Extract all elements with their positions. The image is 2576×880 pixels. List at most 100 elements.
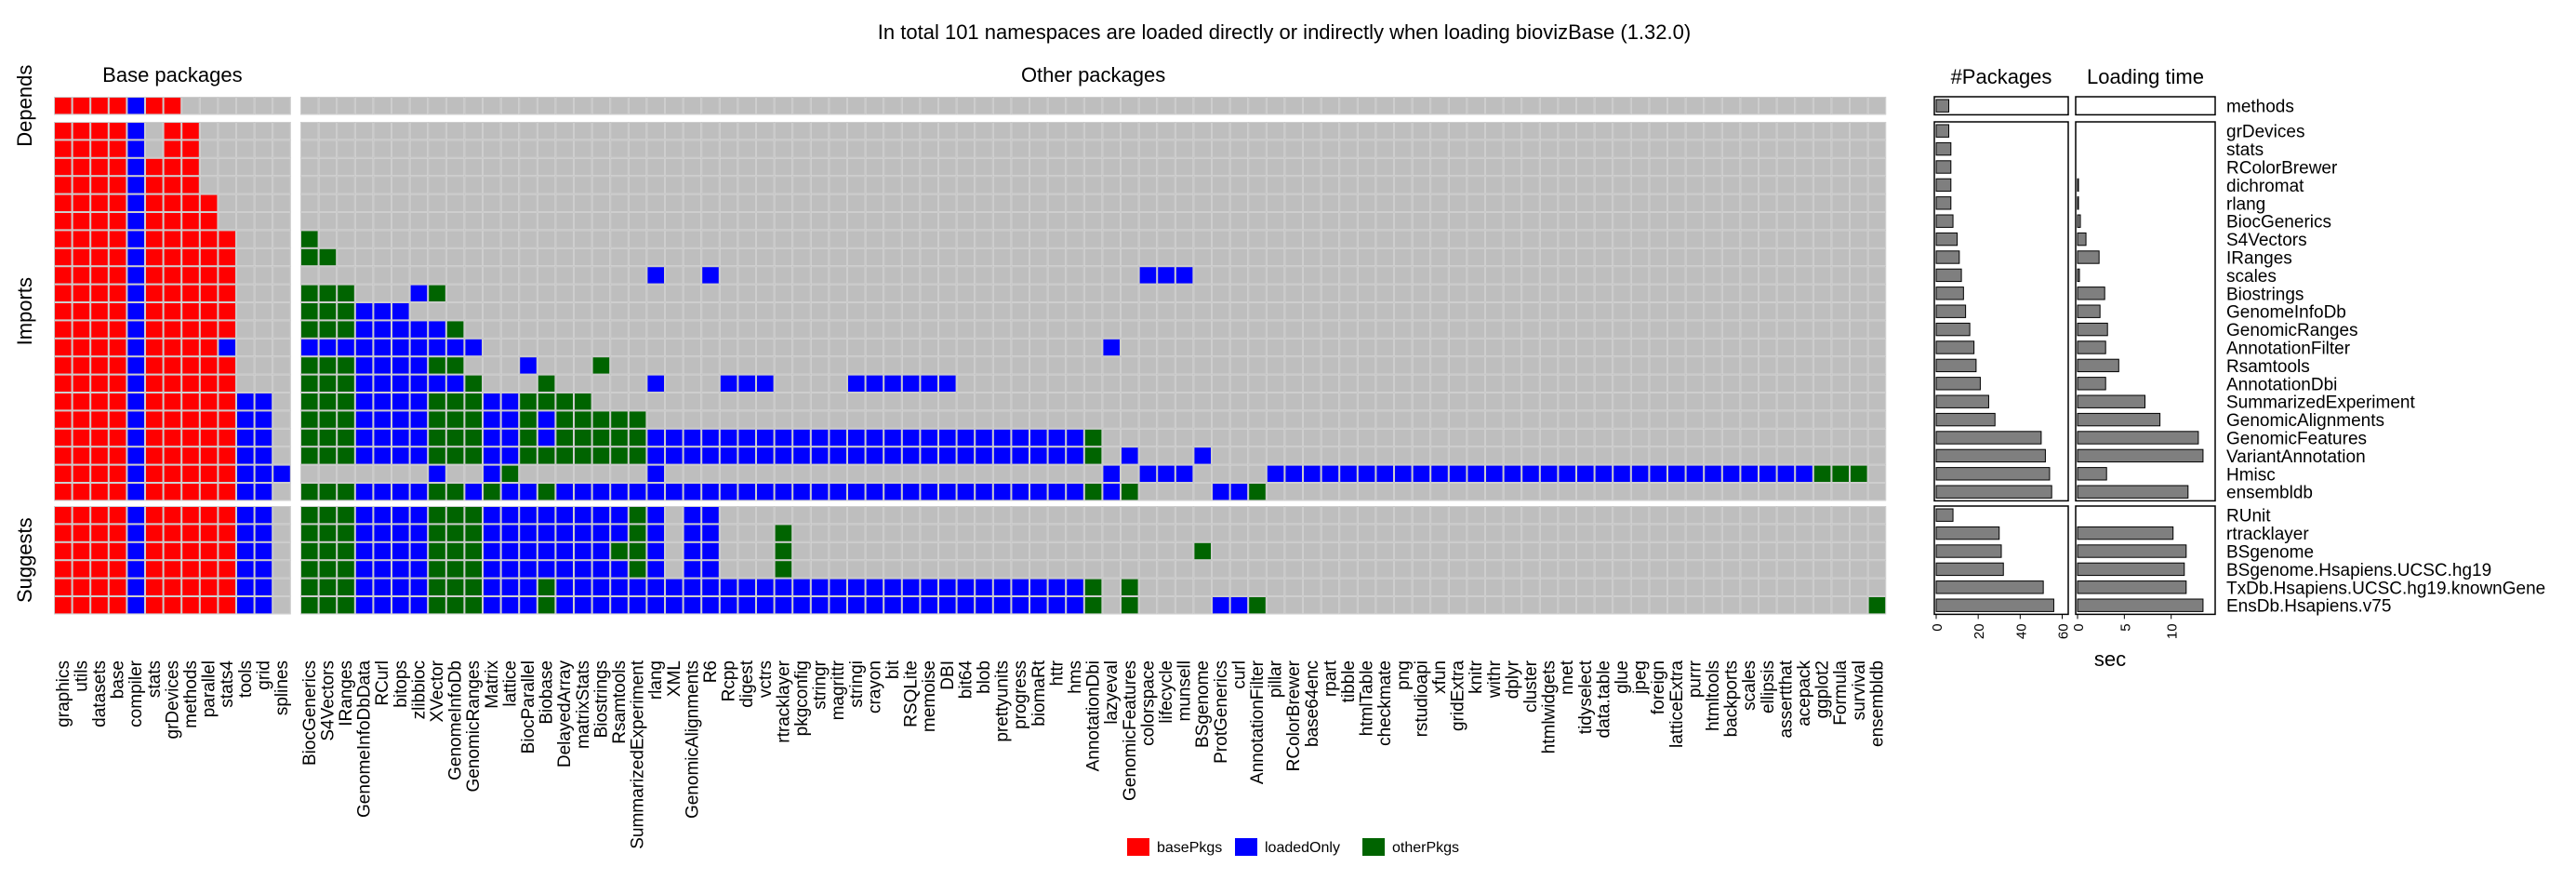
heatmap-cell: [145, 506, 164, 525]
heatmap-cell: [1576, 447, 1595, 465]
heatmap-cell: [956, 578, 975, 596]
heatmap-cell: [300, 542, 319, 561]
column-tick-label: IRanges: [337, 660, 356, 727]
heatmap-cell: [1267, 410, 1285, 429]
heatmap-cell: [1813, 266, 1832, 285]
heatmap-cell: [428, 464, 446, 483]
heatmap-cell: [1011, 410, 1029, 429]
heatmap-cell: [218, 122, 236, 140]
heatmap-cell: [1138, 266, 1157, 285]
heatmap-cell: [1102, 596, 1121, 615]
heatmap-cell: [629, 122, 647, 140]
heatmap-cell: [464, 410, 483, 429]
heatmap-cell: [829, 230, 847, 248]
row-tick-label: scales: [2226, 267, 2277, 287]
heatmap-cell: [337, 410, 355, 429]
column-tick-label: progress: [1011, 660, 1030, 729]
heatmap-cell: [1284, 338, 1303, 356]
heatmap-cell: [1284, 524, 1303, 542]
heatmap-cell: [218, 596, 236, 615]
heatmap-cell: [1740, 428, 1759, 447]
heatmap-cell: [1776, 483, 1795, 501]
heatmap-cell: [483, 578, 501, 596]
heatmap-cell: [574, 140, 592, 158]
heatmap-cell: [865, 122, 884, 140]
heatmap-cell: [483, 122, 501, 140]
heatmap-cell: [1248, 596, 1267, 615]
heatmap-cell: [1867, 374, 1886, 393]
heatmap-cell: [318, 302, 338, 321]
heatmap-cell: [902, 338, 921, 356]
heatmap-cell: [1558, 356, 1576, 375]
heatmap-cell: [1685, 284, 1704, 302]
heatmap-cell: [145, 247, 164, 266]
heatmap-cell: [1795, 560, 1813, 579]
heatmap-cell: [445, 212, 465, 231]
heatmap-cell: [591, 302, 611, 321]
heatmap-cell: [737, 338, 756, 356]
heatmap-cell: [1867, 140, 1886, 158]
heatmap-cell: [610, 176, 629, 194]
column-tick-label: jpeg: [1631, 660, 1651, 695]
heatmap-cell: [126, 393, 145, 411]
heatmap-cell: [1813, 393, 1832, 411]
heatmap-cell: [829, 302, 847, 321]
heatmap-cell: [337, 193, 355, 212]
heatmap-cell: [1685, 356, 1704, 375]
heatmap-cell: [956, 560, 975, 579]
heatmap-cell: [610, 320, 629, 339]
heatmap-cell: [683, 506, 702, 525]
heatmap-cell: [665, 393, 684, 411]
heatmap-cell: [1594, 464, 1613, 483]
heatmap-cell: [1831, 247, 1850, 266]
heatmap-cell: [646, 374, 665, 393]
packages-bar: [1935, 431, 2042, 445]
heatmap-cell: [829, 374, 847, 393]
heatmap-cell: [1867, 506, 1886, 525]
heatmap-cell: [54, 542, 73, 561]
heatmap-cell: [1449, 97, 1467, 115]
heatmap-cell: [318, 524, 338, 542]
loading-time-bar: [2077, 580, 2187, 594]
heatmap-cell: [1066, 266, 1084, 285]
heatmap-cell: [1011, 193, 1029, 212]
heatmap-cell: [1740, 338, 1759, 356]
heatmap-cell: [1485, 447, 1504, 465]
heatmap-cell: [1740, 212, 1759, 231]
heatmap-cell: [354, 193, 374, 212]
heatmap-cell: [865, 410, 884, 429]
heatmap-cell: [483, 410, 501, 429]
heatmap-cell: [1284, 464, 1303, 483]
column-tick-label: RCurl: [373, 660, 392, 706]
heatmap-cell: [1102, 542, 1121, 561]
heatmap-cell: [354, 176, 374, 194]
heatmap-cell: [1066, 393, 1084, 411]
heatmap-cell: [1303, 140, 1321, 158]
heatmap-cell: [1759, 284, 1777, 302]
heatmap-cell: [1540, 122, 1559, 140]
heatmap-cell: [445, 447, 465, 465]
row-tick-label: stats: [2226, 140, 2264, 160]
heatmap-cell: [1157, 266, 1175, 285]
heatmap-cell: [109, 483, 127, 501]
heatmap-cell: [1649, 212, 1667, 231]
heatmap-cell: [1175, 284, 1194, 302]
heatmap-cell: [1284, 542, 1303, 561]
heatmap-cell: [109, 157, 127, 176]
heatmap-cell: [464, 483, 483, 501]
heatmap-cell: [902, 506, 921, 525]
heatmap-cell: [272, 524, 291, 542]
heatmap-cell: [774, 176, 793, 194]
heatmap-cell: [1558, 560, 1576, 579]
heatmap-cell: [938, 97, 957, 115]
heatmap-cell: [1722, 320, 1741, 339]
heatmap-cell: [373, 97, 392, 115]
heatmap-cell: [701, 356, 720, 375]
heatmap-cell: [1102, 302, 1121, 321]
heatmap-cell: [1157, 140, 1175, 158]
heatmap-cell: [1066, 483, 1084, 501]
heatmap-cell: [1157, 542, 1175, 561]
heatmap-cell: [1321, 524, 1339, 542]
heatmap-cell: [956, 122, 975, 140]
heatmap-cell: [1358, 560, 1376, 579]
